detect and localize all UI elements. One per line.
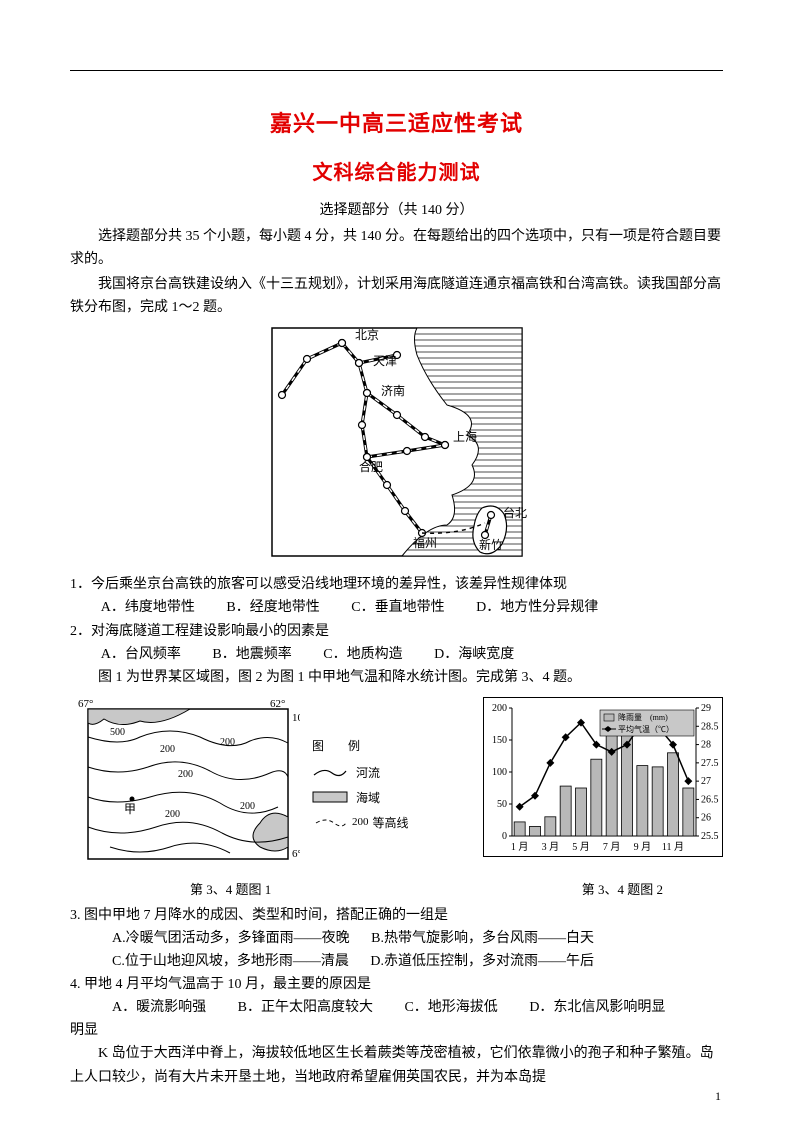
fig-legend: 图 例 河流 海域 200 等高线	[312, 697, 409, 839]
svg-text:200: 200	[178, 769, 193, 780]
bridge-34: 图 1 为世界某区域图，图 2 为图 1 中甲地气温和降水统计图。完成第 3、4…	[70, 666, 723, 689]
svg-text:500: 500	[110, 727, 125, 738]
svg-text:27: 27	[701, 776, 711, 787]
china-rail-map: 北京天津济南合肥 上海福州 台北新竹	[70, 325, 723, 565]
svg-text:25.5: 25.5	[701, 831, 719, 842]
q1-opt-a: A．纬度地带性	[101, 596, 195, 619]
svg-text:200: 200	[165, 809, 180, 820]
svg-text:0: 0	[502, 831, 507, 842]
svg-text:62°: 62°	[270, 698, 285, 710]
q2-opt-d: D．海峡宽度	[434, 643, 514, 666]
q1-opt-c: C．垂直地带性	[351, 596, 444, 619]
q4-stem: 4. 甲地 4 月平均气温高于 10 月，最主要的原因是	[70, 973, 723, 996]
svg-text:27.5: 27.5	[701, 758, 719, 769]
svg-text:7 月: 7 月	[603, 841, 621, 853]
svg-text:200: 200	[160, 744, 175, 755]
svg-text:6°: 6°	[292, 848, 300, 860]
svg-text:北京: 北京	[355, 328, 379, 342]
q3-opt-b: B.热带气旋影响，多台风雨——白天	[371, 927, 594, 950]
q1-opt-d: D．地方性分异规律	[476, 596, 598, 619]
q4-opt-b: B．正午太阳高度较大	[238, 996, 373, 1019]
svg-text:67°: 67°	[78, 698, 93, 710]
q1-options: A．纬度地带性 B．经度地带性 C．垂直地带性 D．地方性分异规律	[70, 596, 723, 619]
intro-1: 选择题部分共 35 个小题，每小题 4 分，共 140 分。在每题给出的四个选项…	[70, 225, 723, 271]
svg-text:10°: 10°	[292, 712, 300, 724]
svg-text:台北: 台北	[503, 505, 527, 520]
svg-text:福州: 福州	[413, 535, 437, 550]
intro-2: 我国将京台高铁建设纳入《十三五规划》，计划采用海底隧道连通京福高铁和台湾高铁。读…	[70, 273, 723, 319]
q3-options: A.冷暖气团活动多，多锋面雨——夜晚 B.热带气旋影响，多台风雨——白天 C.位…	[70, 927, 723, 973]
svg-text:28.5: 28.5	[701, 721, 719, 732]
tail-paragraph: K 岛位于大西洋中脊上，海拔较低地区生长着蕨类等茂密植被，它们依靠微小的孢子和种…	[70, 1042, 723, 1088]
page-number: 1	[715, 1089, 721, 1104]
q4-opt-a: A．暖流影响强	[112, 996, 206, 1019]
q2-opt-a: A．台风频率	[101, 643, 181, 666]
q3-opt-a: A.冷暖气团活动多，多锋面雨——夜晚	[112, 927, 350, 950]
legend-title: 图 例	[312, 737, 409, 754]
svg-text:26.5: 26.5	[701, 794, 719, 805]
svg-text:150: 150	[492, 735, 507, 746]
q3-opt-d: D.赤道低压控制，多对流雨——午后	[370, 950, 594, 973]
q4-options: A．暖流影响强 B．正午太阳高度较大 C．地形海拔低 D．东北信风影响明显	[70, 996, 723, 1019]
svg-text:3 月: 3 月	[542, 841, 560, 853]
svg-text:天津: 天津	[373, 354, 397, 368]
svg-text:新竹: 新竹	[479, 537, 503, 552]
svg-text:11 月: 11 月	[662, 841, 684, 853]
svg-text:甲: 甲	[124, 802, 136, 816]
q2-options: A．台风频率 B．地震频率 C．地质构造 D．海峡宽度	[70, 643, 723, 666]
svg-text:上海: 上海	[453, 429, 477, 444]
q4-opt-d: D．东北信风影响明显	[529, 996, 665, 1019]
q4-opt-c: C．地形海拔低	[404, 996, 497, 1019]
fig2-caption: 第 3、4 题图 2	[582, 879, 663, 898]
q3-opt-c: C.位于山地迎风坡，多地形雨——清晨	[112, 950, 349, 973]
svg-text:平均气温（℃）: 平均气温（℃）	[618, 724, 674, 734]
svg-text:50: 50	[497, 799, 507, 810]
svg-text:合肥: 合肥	[359, 459, 383, 474]
fig1-caption: 第 3、4 题图 1	[190, 879, 271, 898]
legend-contour: 200 等高线	[312, 814, 409, 831]
q1-opt-b: B．经度地带性	[226, 596, 319, 619]
q2-opt-b: B．地震频率	[212, 643, 291, 666]
page-subtitle: 文科综合能力测试	[70, 156, 723, 185]
svg-text:200: 200	[492, 703, 507, 714]
svg-text:9 月: 9 月	[634, 841, 652, 853]
page-title: 嘉兴一中高三适应性考试	[70, 106, 723, 138]
q3-stem: 3. 图中甲地 7 月降水的成因、类型和时间，搭配正确的一组是	[70, 904, 723, 927]
svg-text:28: 28	[701, 739, 711, 750]
svg-text:100: 100	[492, 767, 507, 778]
svg-text:5 月: 5 月	[572, 841, 590, 853]
q1-stem: 1．今后乘坐京台高铁的旅客可以感受沿线地理环境的差异性，该差异性规律体现	[70, 573, 723, 596]
svg-text:济南: 济南	[381, 383, 405, 398]
svg-text:26: 26	[701, 813, 711, 824]
q2-opt-c: C．地质构造	[323, 643, 402, 666]
q2-stem: 2．对海底隧道工程建设影响最小的因素是	[70, 620, 723, 643]
section-label: 选择题部分（共 140 分）	[70, 199, 723, 219]
legend-sea: 海域	[312, 789, 409, 806]
fig1-region-map: 67° 62° 10° 6° 500 200 200 200 200 200 甲	[70, 697, 300, 877]
svg-text:29: 29	[701, 703, 711, 714]
svg-text:1 月: 1 月	[511, 841, 529, 853]
legend-river: 河流	[312, 764, 409, 781]
svg-text:降雨量 (mm): 降雨量 (mm)	[618, 712, 668, 722]
fig2-climate-chart: 0 50 100 150 200 25.5 26 26.5 27 27.5 28 28.5 29 1 月 3…	[421, 697, 723, 857]
svg-text:200: 200	[220, 737, 235, 748]
svg-text:200: 200	[240, 801, 255, 812]
q4-trailing: 明显	[70, 1019, 723, 1042]
